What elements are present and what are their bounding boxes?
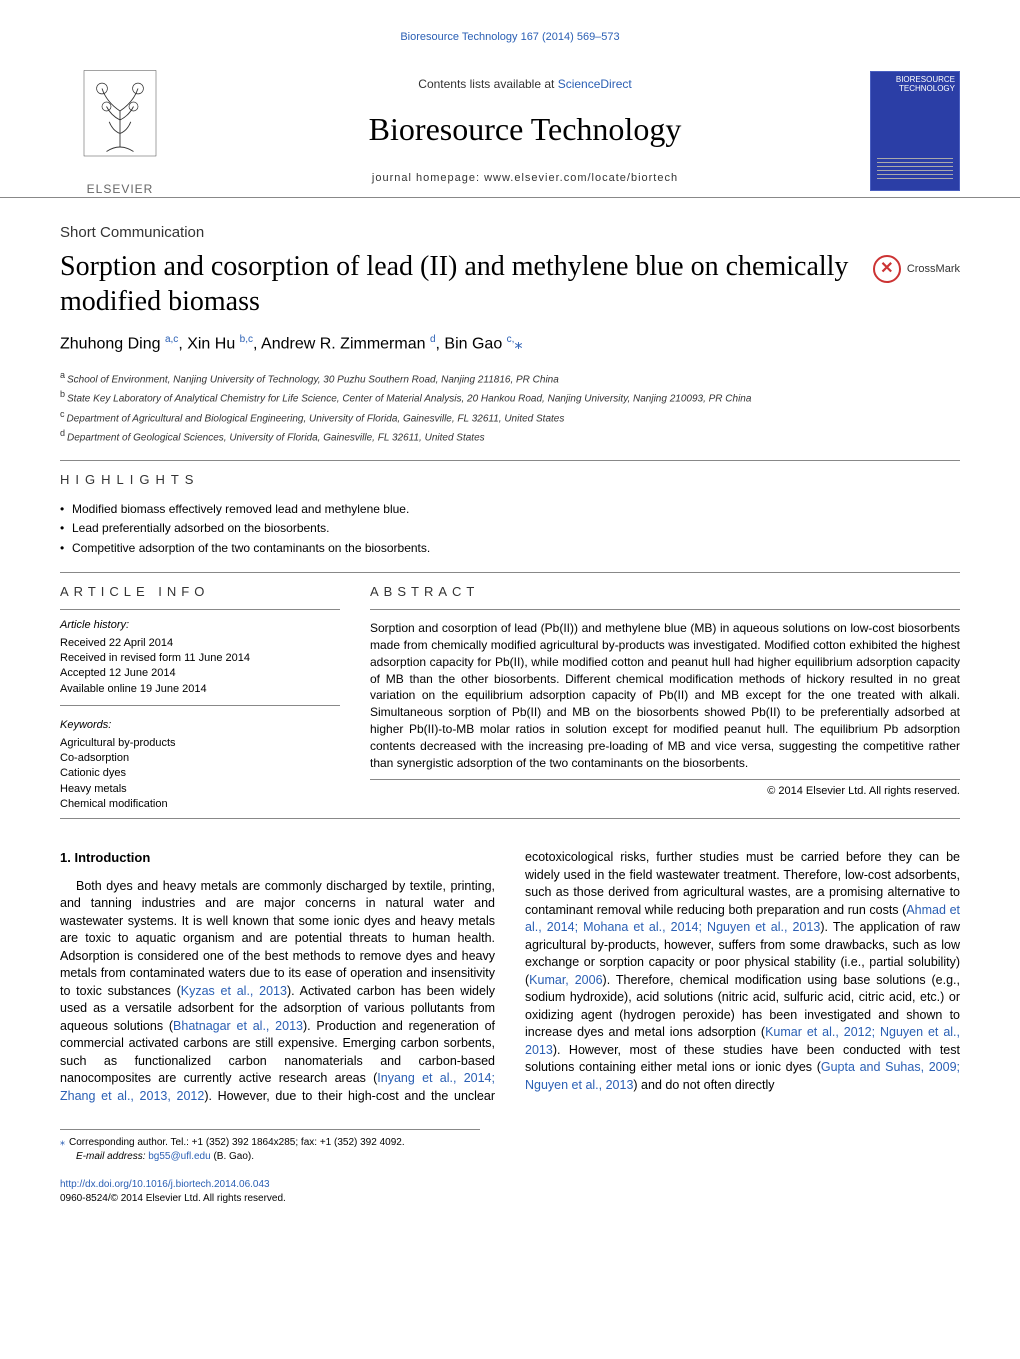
highlight-item: Competitive adsorption of the two contam… xyxy=(60,540,960,557)
article-history: Article history: Received 22 April 2014 … xyxy=(60,609,340,706)
author-email[interactable]: bg55@ufl.edu xyxy=(148,1151,210,1162)
corresponding-footnote: ⁎Corresponding author. Tel.: +1 (352) 39… xyxy=(60,1129,480,1164)
keyword: Heavy metals xyxy=(60,782,340,797)
crossmark-icon: ✕ xyxy=(873,255,901,283)
history-revised: Received in revised form 11 June 2014 xyxy=(60,651,340,666)
abstract-label: ABSTRACT xyxy=(370,573,960,609)
journal-banner: ELSEVIER Contents lists available at Sci… xyxy=(0,55,1020,198)
highlights-label: HIGHLIGHTS xyxy=(0,461,1020,497)
history-online: Available online 19 June 2014 xyxy=(60,682,340,697)
author-list: Zhuhong Ding a,c, Xin Hu b,c, Andrew R. … xyxy=(0,319,1020,364)
crossmark-text: CrossMark xyxy=(907,262,960,277)
contents-prefix: Contents lists available at xyxy=(418,77,557,91)
intro-heading: 1. Introduction xyxy=(60,849,495,867)
affiliations: aSchool of Environment, Nanjing Universi… xyxy=(0,364,1020,460)
affiliation: dDepartment of Geological Sciences, Univ… xyxy=(60,427,960,445)
center-block: Contents lists available at ScienceDirec… xyxy=(180,76,870,187)
highlights-list: Modified biomass effectively removed lea… xyxy=(0,501,1020,572)
abstract-text: Sorption and cosorption of lead (Pb(II))… xyxy=(370,609,960,780)
keyword: Chemical modification xyxy=(60,797,340,812)
article-title: Sorption and cosorption of lead (II) and… xyxy=(60,249,853,319)
email-label: E-mail address: xyxy=(60,1151,148,1162)
highlight-item: Modified biomass effectively removed lea… xyxy=(60,501,960,518)
keywords-label: Keywords: xyxy=(60,718,340,733)
keyword: Co-adsorption xyxy=(60,751,340,766)
highlight-item: Lead preferentially adsorbed on the bios… xyxy=(60,520,960,537)
homepage-line[interactable]: journal homepage: www.elsevier.com/locat… xyxy=(210,171,840,186)
abstract-copyright: © 2014 Elsevier Ltd. All rights reserved… xyxy=(370,780,960,799)
email-suffix: (B. Gao). xyxy=(211,1151,254,1162)
elsevier-block: ELSEVIER xyxy=(60,65,180,197)
elsevier-tree-icon xyxy=(75,65,165,175)
corresponding-text: Corresponding author. Tel.: +1 (352) 392… xyxy=(69,1137,405,1148)
cover-thumbnail: BIORESOURCE TECHNOLOGY xyxy=(870,71,960,191)
star-icon: ⁎ xyxy=(60,1137,69,1148)
keyword: Agricultural by-products xyxy=(60,736,340,751)
history-label: Article history: xyxy=(60,618,340,633)
cover-title: BIORESOURCE TECHNOLOGY xyxy=(871,76,955,94)
affiliation: aSchool of Environment, Nanjing Universi… xyxy=(60,369,960,387)
keywords-block: Keywords: Agricultural by-products Co-ad… xyxy=(60,718,340,812)
body-text: 1. Introduction Both dyes and heavy meta… xyxy=(0,819,1020,1115)
elsevier-label: ELSEVIER xyxy=(60,181,180,198)
intro-paragraph: Both dyes and heavy metals are commonly … xyxy=(60,849,960,1105)
doi-link[interactable]: http://dx.doi.org/10.1016/j.biortech.201… xyxy=(60,1178,960,1192)
header-citation[interactable]: Bioresource Technology 167 (2014) 569–57… xyxy=(0,0,1020,55)
history-accepted: Accepted 12 June 2014 xyxy=(60,666,340,681)
page-footer: http://dx.doi.org/10.1016/j.biortech.201… xyxy=(0,1164,1020,1236)
keyword: Cationic dyes xyxy=(60,766,340,781)
article-info-label: ARTICLE INFO xyxy=(60,573,340,609)
contents-line: Contents lists available at ScienceDirec… xyxy=(210,76,840,93)
history-received: Received 22 April 2014 xyxy=(60,636,340,651)
article-type: Short Communication xyxy=(0,198,1020,249)
affiliation: cDepartment of Agricultural and Biologic… xyxy=(60,408,960,426)
crossmark-widget[interactable]: ✕ CrossMark xyxy=(873,255,960,283)
issn-copyright: 0960-8524/© 2014 Elsevier Ltd. All right… xyxy=(60,1192,960,1206)
sciencedirect-link[interactable]: ScienceDirect xyxy=(558,77,632,91)
affiliation: bState Key Laboratory of Analytical Chem… xyxy=(60,388,960,406)
journal-name: Bioresource Technology xyxy=(210,107,840,152)
